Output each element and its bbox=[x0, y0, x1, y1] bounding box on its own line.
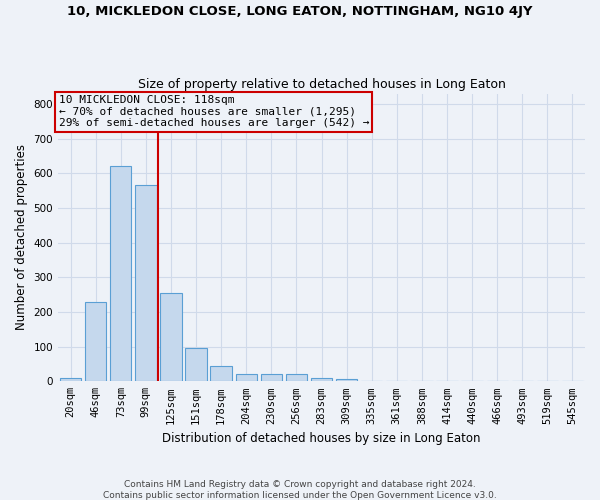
Bar bbox=[260, 374, 282, 382]
Text: Contains HM Land Registry data © Crown copyright and database right 2024.
Contai: Contains HM Land Registry data © Crown c… bbox=[103, 480, 497, 500]
Y-axis label: Number of detached properties: Number of detached properties bbox=[15, 144, 28, 330]
Text: 10, MICKLEDON CLOSE, LONG EATON, NOTTINGHAM, NG10 4JY: 10, MICKLEDON CLOSE, LONG EATON, NOTTING… bbox=[67, 5, 533, 18]
Bar bbox=[286, 374, 307, 382]
Bar bbox=[110, 166, 131, 382]
Bar bbox=[311, 378, 332, 382]
Title: Size of property relative to detached houses in Long Eaton: Size of property relative to detached ho… bbox=[137, 78, 505, 91]
Bar bbox=[85, 302, 106, 382]
Bar bbox=[185, 348, 207, 382]
Bar bbox=[60, 378, 81, 382]
Bar bbox=[160, 293, 182, 382]
Bar bbox=[135, 186, 157, 382]
X-axis label: Distribution of detached houses by size in Long Eaton: Distribution of detached houses by size … bbox=[162, 432, 481, 445]
Bar bbox=[336, 378, 357, 382]
Bar bbox=[211, 366, 232, 382]
Bar bbox=[236, 374, 257, 382]
Text: 10 MICKLEDON CLOSE: 118sqm
← 70% of detached houses are smaller (1,295)
29% of s: 10 MICKLEDON CLOSE: 118sqm ← 70% of deta… bbox=[59, 96, 369, 128]
